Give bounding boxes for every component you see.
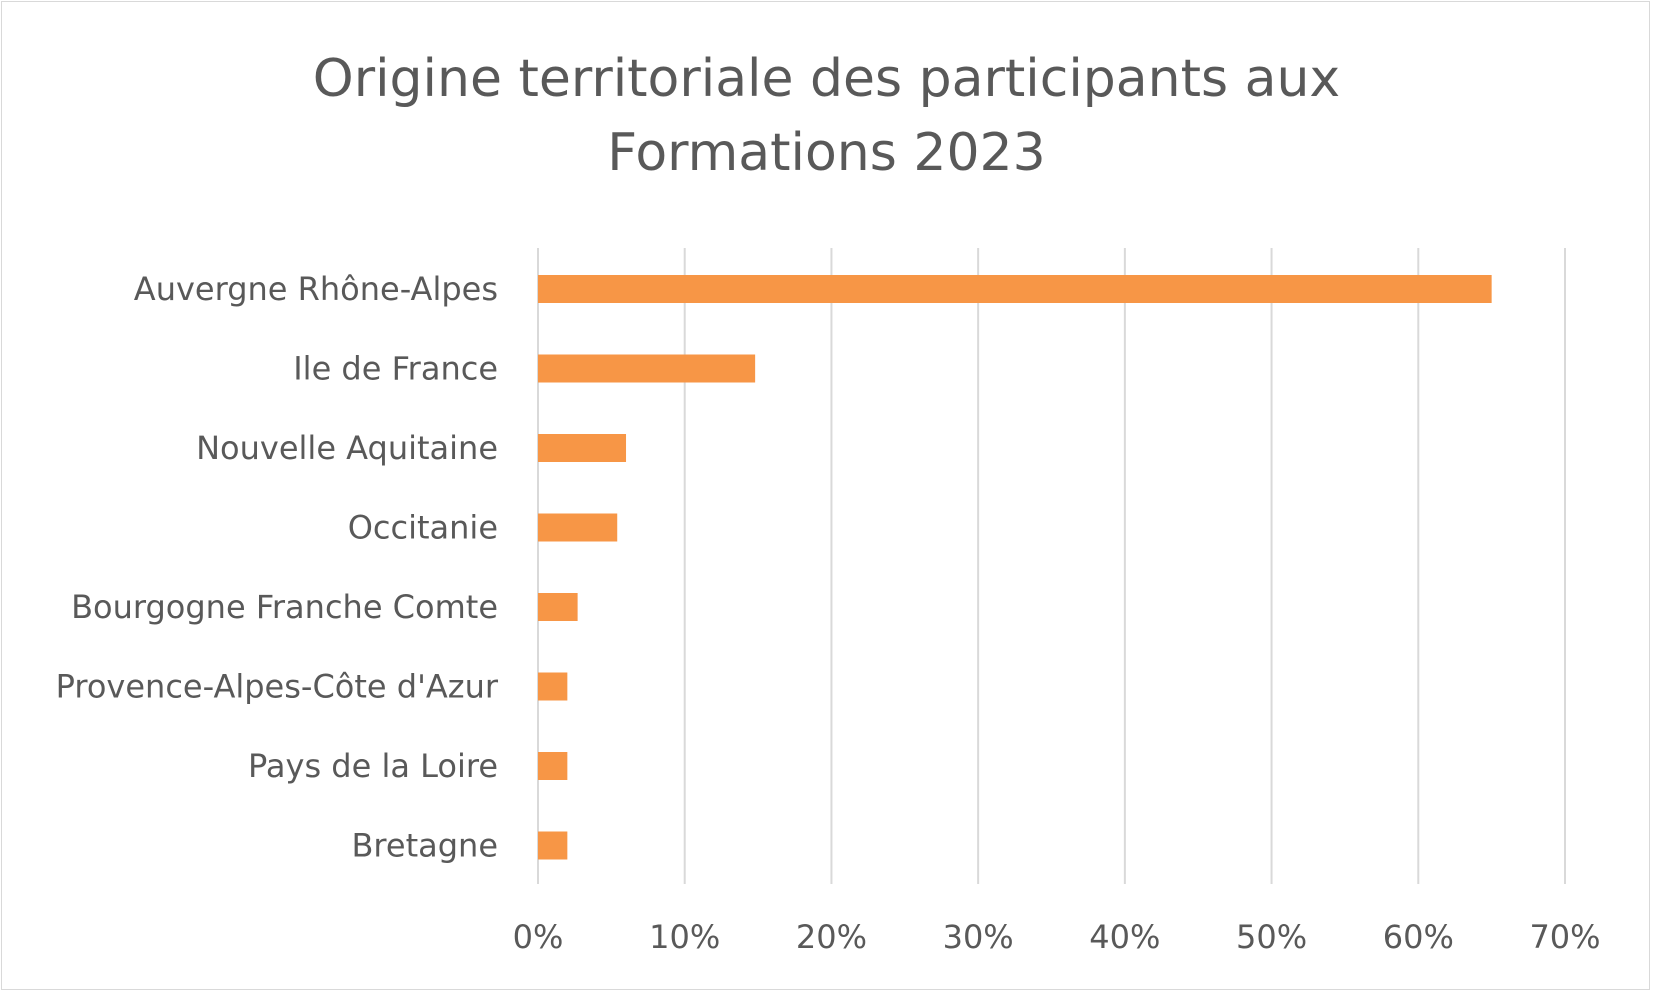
category-labels: Auvergne Rhône-Alpes Ile de France Nouvell…: [56, 270, 499, 865]
bar: [538, 593, 578, 621]
x-tick-label: 30%: [943, 918, 1014, 956]
x-tick-label: 0%: [513, 918, 564, 956]
category-label: Occitanie: [348, 509, 498, 547]
category-label: Provence-Alpes-Côte d'Azur: [56, 668, 499, 706]
x-tick-label: 10%: [649, 918, 720, 956]
x-tick-label: 60%: [1383, 918, 1454, 956]
chart-title: Origine territoriale des participants au…: [0, 42, 1653, 190]
bars: [538, 275, 1492, 860]
chart-title-line-2: Formations 2023: [607, 123, 1046, 183]
category-label: Bretagne: [351, 827, 498, 865]
x-tick-label: 50%: [1236, 918, 1307, 956]
x-axis-tick-labels: 0% 10% 20% 30% 40% 50% 60% 70%: [513, 918, 1601, 956]
category-label: Bourgogne Franche Comte: [71, 588, 498, 626]
x-tick-label: 70%: [1529, 918, 1600, 956]
bar: [538, 672, 568, 701]
category-label: Pays de la Loire: [248, 747, 498, 785]
bar: [538, 275, 1492, 303]
x-tick-label: 20%: [796, 918, 867, 956]
category-label: Auvergne Rhône-Alpes: [134, 270, 498, 308]
bar: [538, 752, 568, 780]
category-label: Nouvelle Aquitaine: [196, 429, 498, 467]
bar: [538, 434, 627, 462]
bar: [538, 354, 756, 383]
category-label: Ile de France: [293, 350, 498, 388]
bar: [538, 831, 568, 860]
bar: [538, 513, 618, 542]
chart-title-line-1: Origine territoriale des participants au…: [312, 49, 1341, 109]
gridlines: [537, 248, 1566, 884]
x-tick-label: 40%: [1089, 918, 1160, 956]
